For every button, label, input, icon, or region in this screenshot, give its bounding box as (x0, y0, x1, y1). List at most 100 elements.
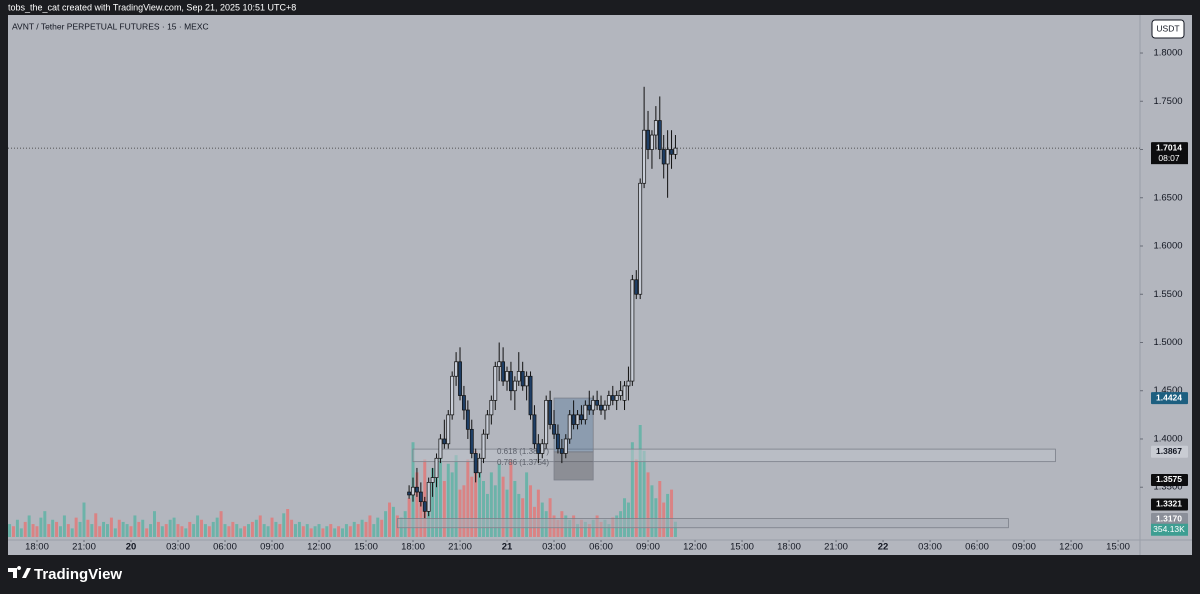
volume-bar (215, 517, 219, 537)
candle-body (610, 395, 615, 401)
x-tick-label: 06:00 (589, 542, 613, 553)
volume-bar (184, 528, 188, 537)
candle-body (536, 443, 541, 454)
volume-bar (493, 485, 497, 537)
candle-body (407, 491, 412, 496)
volume-bar (172, 517, 176, 537)
volume-bar (286, 509, 290, 537)
x-tick-label: 18:00 (777, 542, 801, 553)
volume-bar (442, 481, 446, 537)
volume-bar (450, 472, 454, 537)
x-tick-label: 18:00 (401, 542, 425, 553)
volume-bar (666, 493, 670, 537)
y-tick-label: 1.3500 (1153, 482, 1182, 493)
candle-body (477, 457, 482, 474)
candle-body (442, 438, 447, 445)
volume-bar (391, 506, 395, 537)
candle-body (516, 371, 521, 382)
candle-body (642, 129, 647, 184)
volume-bar (133, 515, 137, 537)
candle-body (591, 400, 596, 411)
volume-bar (188, 521, 192, 537)
volume-bar (297, 521, 301, 537)
volume-bar (180, 526, 184, 537)
x-tick-label: 09:00 (260, 542, 284, 553)
volume-bar (274, 521, 278, 537)
volume-bar (156, 521, 160, 537)
volume-bar (368, 515, 372, 537)
volume-bar (603, 519, 607, 537)
volume-bar (513, 481, 517, 537)
price-marker: 1.3170 (1151, 513, 1188, 526)
header-title: tobs_the_cat created with TradingView.co… (8, 2, 296, 12)
volume-bar (505, 489, 509, 537)
price-marker-bg (1151, 392, 1188, 405)
candle-body (587, 404, 592, 411)
candle-body (454, 361, 459, 377)
x-tick-label: 09:00 (636, 542, 660, 553)
x-tick-label: 03:00 (918, 542, 942, 553)
volume-bar (568, 519, 572, 537)
candle-body (450, 375, 455, 416)
volume-bar (348, 526, 352, 537)
volume-bar (113, 528, 117, 537)
volume-bar (478, 468, 482, 537)
volume-bar (235, 524, 239, 537)
candle-body (509, 371, 513, 392)
volume-bar (121, 521, 125, 537)
volume-bar (247, 524, 250, 537)
volume-bar (176, 524, 180, 537)
volume-tag: 354.13K (1153, 524, 1185, 534)
volume-bar (270, 517, 274, 537)
volume-bar (548, 498, 552, 537)
candle-body (446, 414, 451, 445)
volume-bar (438, 450, 442, 537)
volume-bar (168, 519, 172, 537)
plot-area: 0.618 (1.3867) 0.786 (1.3754) (8, 86, 1140, 537)
volume-bar (203, 524, 207, 537)
price-marker: 1.3575 (1151, 473, 1188, 486)
volume-bar (591, 519, 595, 537)
volume-bar (642, 450, 646, 537)
currency-button[interactable] (1151, 19, 1185, 39)
x-tick-label: 12:00 (1059, 542, 1083, 553)
volume-bar (39, 517, 43, 537)
x-tick-label: 15:00 (354, 542, 378, 553)
volume-bar (388, 502, 391, 537)
candle-body (469, 428, 474, 454)
x-tick-label: 21 (502, 542, 513, 553)
price-marker-bg (1151, 513, 1188, 526)
candle-body (512, 380, 517, 392)
candle-body (524, 375, 529, 387)
last-price-tag-bg (1151, 142, 1188, 155)
volume-bar (407, 498, 411, 537)
countdown-bg (1151, 153, 1188, 165)
candle-body (465, 409, 470, 430)
volume-bar (309, 528, 313, 537)
volume-bar (301, 526, 305, 537)
x-tick-label: 06:00 (213, 542, 237, 553)
volume-bar (11, 526, 15, 537)
candle-body (473, 453, 478, 474)
volume-bar (27, 515, 31, 537)
candle-body (614, 395, 619, 401)
x-tick-label: 06:00 (965, 542, 989, 553)
volume-bar (106, 524, 109, 537)
volume-bar (485, 493, 489, 537)
price-marker: 1.3321 (1151, 498, 1188, 511)
currency-label: USDT (1156, 23, 1179, 33)
candle-body (650, 134, 654, 150)
volume-bar (337, 526, 341, 537)
y-tick-label: 1.5500 (1153, 289, 1182, 300)
candle-body (567, 414, 572, 440)
volume-bar (243, 526, 247, 537)
candle-body (430, 477, 435, 483)
candle-body (426, 482, 431, 512)
volume-bar (200, 519, 203, 537)
price-marker-text: 1.4424 (1156, 392, 1182, 402)
candle-body (544, 400, 549, 445)
volume-bar (317, 524, 321, 537)
fib-label: 0.786 (1.3754) (497, 458, 549, 467)
